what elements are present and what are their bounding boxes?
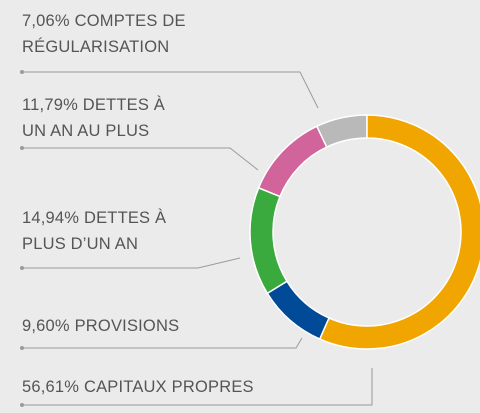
- leader-dot: [20, 146, 24, 150]
- value-label: 11,79%: [22, 96, 78, 114]
- leader-dot: [20, 346, 24, 350]
- segment-label: 7,06% COMPTES DE RÉGULARISATION: [22, 8, 227, 60]
- segment-label: 9,60% PROVISIONS: [22, 313, 272, 339]
- leader-dot: [20, 266, 24, 270]
- segment-label: 11,79% DETTES À UN AN AU PLUS: [22, 92, 194, 144]
- value-label: 7,06%: [22, 12, 70, 30]
- donut-segment: [318, 114, 480, 350]
- category-label: DETTES À UN AN AU PLUS: [22, 96, 166, 140]
- leader-dot: [20, 403, 24, 407]
- donut-segment: [257, 125, 328, 198]
- value-label: 56,61%: [22, 378, 80, 396]
- leader-line: [22, 337, 303, 349]
- leader-line: [22, 147, 259, 171]
- segment-label: 14,94% DETTES À PLUS D’UN AN: [22, 205, 194, 257]
- category-label: PROVISIONS: [74, 317, 180, 335]
- category-label: DETTES À PLUS D’UN AN: [22, 209, 167, 253]
- leader-line: [22, 71, 319, 109]
- category-label: CAPITAUX PROPRES: [83, 378, 254, 396]
- donut-segment: [266, 280, 331, 341]
- donut-segment: [249, 186, 289, 295]
- leader-line: [22, 368, 373, 406]
- category-label: COMPTES DE RÉGULARISATION: [22, 12, 186, 56]
- leader-line: [22, 257, 241, 269]
- leader-dot: [20, 70, 24, 74]
- segment-label: 56,61% CAPITAUX PROPRES: [22, 374, 282, 400]
- value-label: 14,94%: [22, 209, 80, 227]
- value-label: 9,60%: [22, 317, 70, 335]
